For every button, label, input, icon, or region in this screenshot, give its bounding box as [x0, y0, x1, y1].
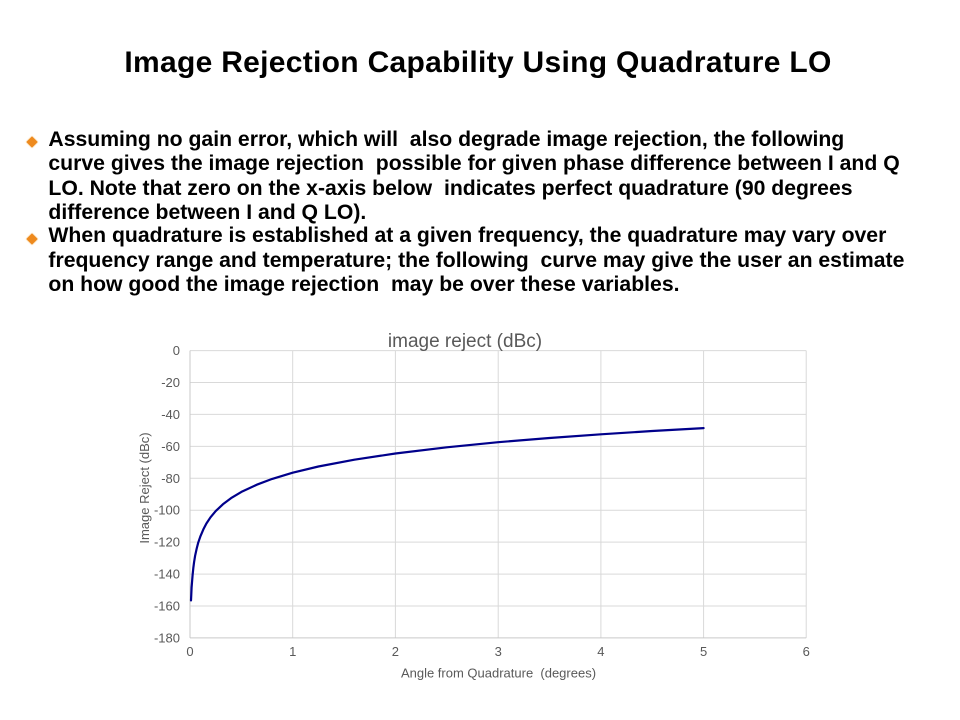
svg-text:6: 6: [803, 644, 810, 659]
svg-text:0: 0: [173, 343, 180, 358]
svg-text:-180: -180: [154, 630, 180, 645]
svg-text:-40: -40: [161, 407, 180, 422]
svg-text:0: 0: [186, 644, 193, 659]
svg-text:-80: -80: [161, 471, 180, 486]
svg-text:Angle from Quadrature (degree: Angle from Quadrature (degrees): [401, 666, 596, 681]
svg-text:4: 4: [597, 644, 604, 659]
svg-text:-100: -100: [154, 503, 180, 518]
svg-text:-120: -120: [154, 535, 180, 550]
svg-text:image reject (dBc): image reject (dBc): [388, 331, 542, 352]
svg-text:2: 2: [392, 644, 399, 659]
svg-text:-20: -20: [161, 375, 180, 390]
svg-text:Image Reject (dBc): Image Reject (dBc): [137, 432, 152, 543]
svg-text:3: 3: [495, 644, 502, 659]
svg-text:-160: -160: [154, 599, 180, 614]
svg-text:1: 1: [289, 644, 296, 659]
svg-text:-60: -60: [161, 439, 180, 454]
svg-text:5: 5: [700, 644, 707, 659]
svg-text:-140: -140: [154, 567, 180, 582]
